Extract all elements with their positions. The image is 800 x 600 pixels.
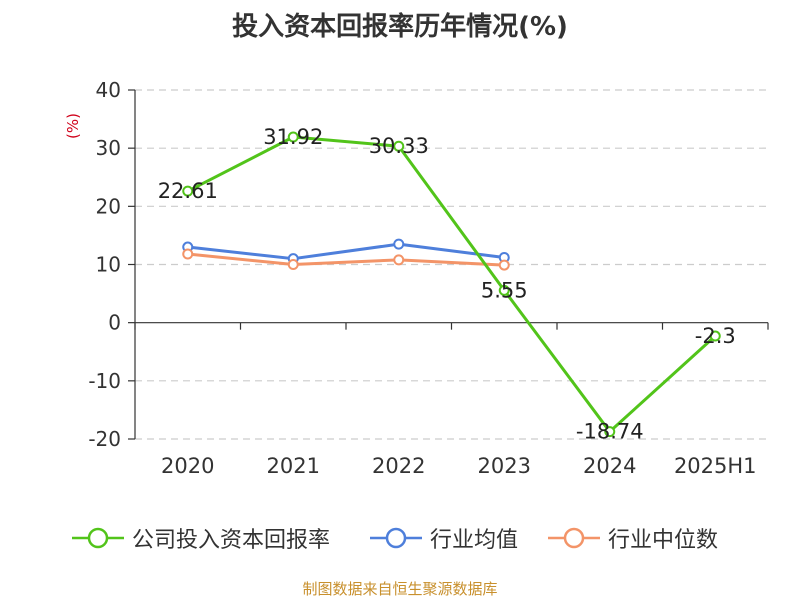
legend-item-industry-median[interactable]: 行业中位数 bbox=[548, 520, 718, 556]
data-point bbox=[709, 330, 721, 342]
data-label: 30.33 bbox=[369, 134, 429, 158]
grid-lines bbox=[135, 89, 768, 440]
legend-label-industry-average: 行业均值 bbox=[430, 528, 519, 553]
data-point bbox=[498, 259, 510, 271]
series-line bbox=[187, 242, 505, 261]
legend-line-marker-icon bbox=[548, 527, 600, 549]
y-tick-label: -10 bbox=[88, 369, 121, 393]
data-label: -2.3 bbox=[695, 324, 736, 348]
data-point bbox=[287, 259, 299, 270]
data-label: 31.92 bbox=[263, 125, 323, 149]
series-line bbox=[187, 135, 717, 434]
y-tick-label: 30 bbox=[96, 136, 121, 160]
legend-line-marker-icon bbox=[370, 527, 422, 549]
source-note: 制图数据来自恒生聚源数据库 bbox=[302, 580, 498, 598]
x-tick-label: 2024 bbox=[583, 454, 636, 478]
legend-item-company[interactable]: 公司投入资本回报率 bbox=[72, 520, 330, 556]
data-label: -18.74 bbox=[576, 420, 644, 444]
y-tick-label: 40 bbox=[96, 78, 121, 102]
chart-title: 投入资本回报率历年情况(%) bbox=[232, 12, 568, 42]
x-tick-label: 2021 bbox=[267, 454, 320, 478]
data-point bbox=[498, 284, 510, 296]
legend-label-company: 公司投入资本回报率 bbox=[132, 528, 331, 553]
series-line bbox=[187, 252, 505, 267]
data-label: 22.61 bbox=[158, 179, 218, 203]
x-tick-label: 2025H1 bbox=[674, 454, 757, 478]
legend-label-industry-median: 行业中位数 bbox=[608, 528, 719, 553]
x-tick-label: 2023 bbox=[478, 454, 531, 478]
data-point bbox=[182, 248, 194, 260]
y-tick-label: 10 bbox=[96, 253, 121, 277]
x-tick-label: 2020 bbox=[161, 454, 214, 478]
y-tick-label: 0 bbox=[108, 311, 121, 335]
legend-item-industry-average[interactable]: 行业均值 bbox=[370, 520, 518, 556]
data-point bbox=[393, 140, 405, 152]
series-lines bbox=[182, 131, 721, 438]
y-tick-label: -20 bbox=[88, 427, 121, 451]
axes: 40 30 20 10 0 -10 -20 2020 2021 2022 2023 2024 2025H… bbox=[64, 78, 769, 478]
data-point bbox=[287, 131, 299, 143]
data-labels: 22.61 31.92 30.33 5.55 -18.74 -2.3 bbox=[158, 125, 736, 444]
legend-line-marker-icon bbox=[72, 527, 124, 549]
y-axis-label: (%) bbox=[64, 113, 82, 139]
data-point bbox=[393, 254, 405, 266]
legend: 公司投入资本回报率 行业均值 行业中位数 bbox=[0, 520, 800, 556]
data-point bbox=[393, 238, 405, 250]
data-label: 5.55 bbox=[481, 278, 528, 302]
data-point bbox=[604, 426, 616, 438]
y-tick-label: 20 bbox=[96, 194, 121, 218]
data-point bbox=[182, 185, 194, 197]
x-tick-label: 2022 bbox=[372, 454, 425, 478]
